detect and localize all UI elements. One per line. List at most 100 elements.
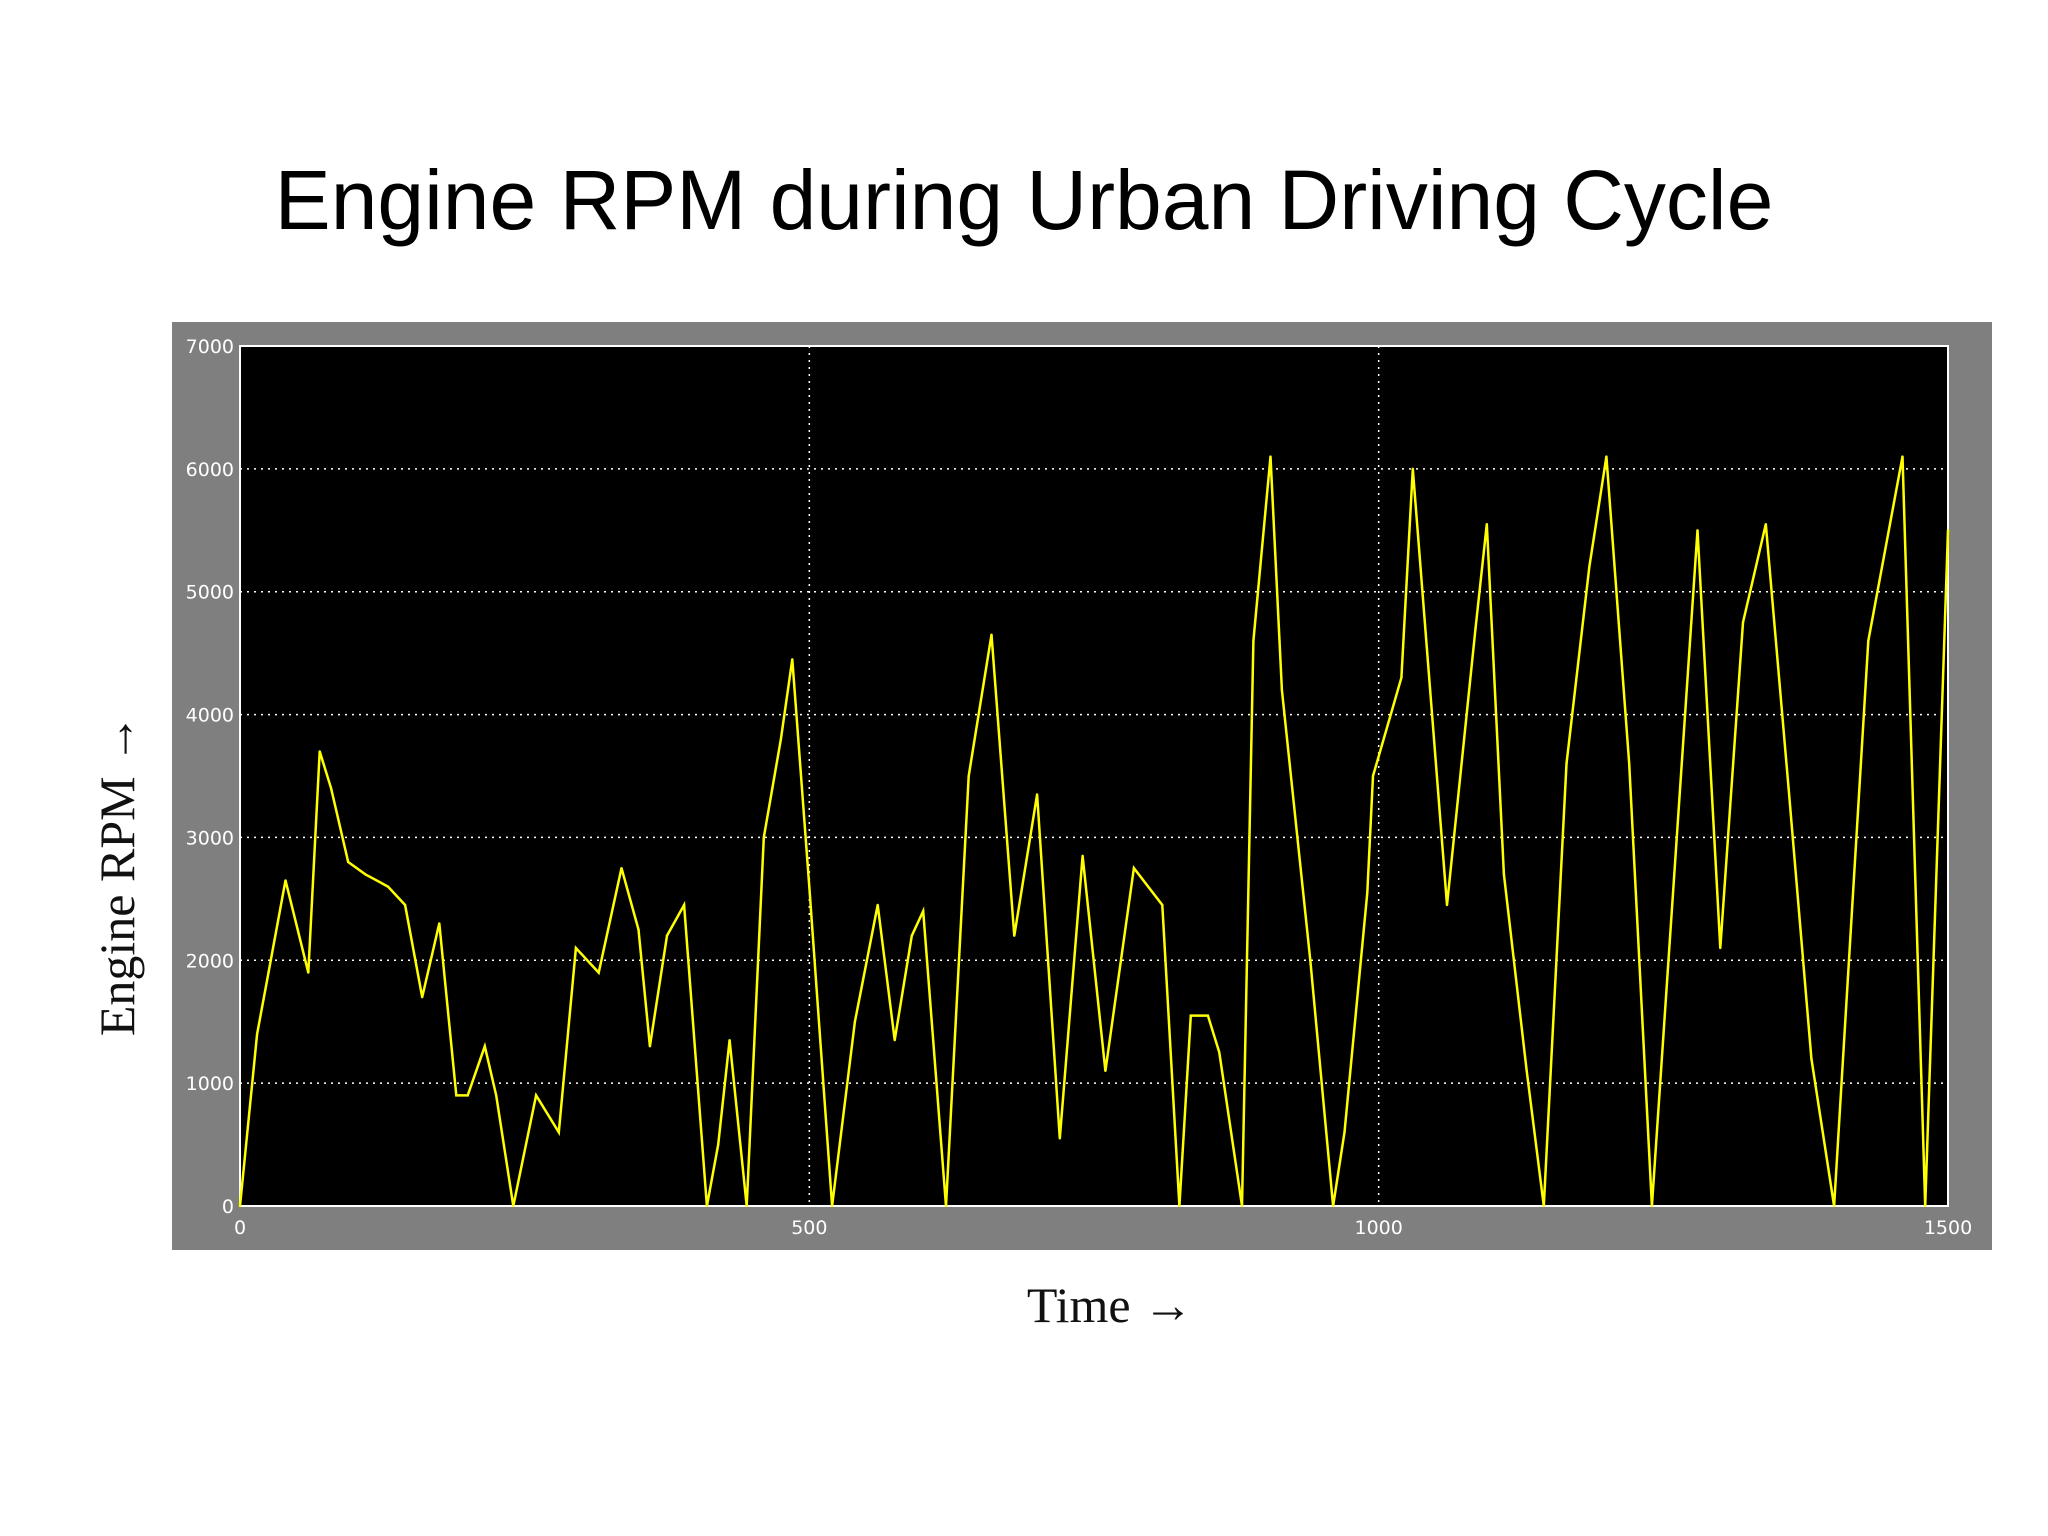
- y-tick-label: 1000: [186, 1073, 234, 1095]
- data-point: [620, 866, 623, 870]
- data-point: [1371, 774, 1375, 778]
- data-point: [1280, 688, 1284, 692]
- data-point: [1252, 639, 1255, 643]
- data-points: [238, 455, 1950, 1208]
- data-point: [853, 1020, 857, 1023]
- data-point: [1946, 529, 1950, 532]
- data-point: [1058, 1137, 1062, 1140]
- data-point: [637, 928, 640, 931]
- data-point: [745, 1204, 748, 1208]
- y-tick-label: 4000: [186, 705, 234, 727]
- data-point: [1411, 467, 1415, 471]
- data-point: [665, 934, 669, 937]
- x-tick-label: 0: [234, 1217, 246, 1239]
- x-tick-label: 500: [791, 1217, 827, 1239]
- plot-area: [240, 346, 1948, 1206]
- data-point: [1696, 529, 1699, 532]
- data-point: [808, 885, 811, 888]
- data-point: [403, 903, 407, 907]
- data-point: [483, 1045, 487, 1048]
- data-point: [1867, 639, 1870, 643]
- data-point: [318, 750, 321, 753]
- x-tick-labels: 0 500 1000 1500: [234, 1217, 1972, 1239]
- y-tick-label: 3000: [186, 827, 234, 849]
- data-point: [791, 658, 794, 661]
- data-point: [1605, 455, 1608, 458]
- x-tick-label: 1500: [1924, 1217, 1972, 1239]
- data-point: [238, 1204, 242, 1208]
- data-point: [1178, 1204, 1181, 1208]
- data-point: [876, 903, 879, 907]
- data-point: [944, 1204, 948, 1208]
- data-point: [1081, 854, 1084, 858]
- x-tick-label: 1000: [1354, 1217, 1402, 1239]
- data-point: [1787, 787, 1790, 790]
- x-axis-label: Time →: [1027, 1277, 1193, 1333]
- y-tick-label: 2000: [186, 950, 234, 972]
- y-tick-labels: 0 1000 2000 3000 4000 5000 6000 7000: [186, 336, 234, 1218]
- data-point: [284, 879, 287, 882]
- data-point: [267, 971, 270, 974]
- y-tick-label: 7000: [186, 336, 234, 358]
- data-point: [779, 737, 783, 741]
- data-point: [364, 873, 367, 876]
- data-point: [466, 1094, 469, 1097]
- data-point: [307, 971, 310, 974]
- data-point: [1445, 903, 1449, 907]
- data-point: [1132, 866, 1136, 870]
- data-point: [1741, 621, 1745, 624]
- data-point: [717, 1143, 720, 1146]
- data-point: [762, 836, 765, 839]
- y-tick-label: 6000: [186, 459, 234, 481]
- plot-border: [239, 345, 1949, 1207]
- data-point: [648, 1045, 652, 1048]
- data-point: [1901, 455, 1904, 458]
- data-point: [597, 971, 600, 974]
- data-point: [1542, 1204, 1545, 1208]
- data-point: [346, 860, 350, 864]
- data-point: [1218, 1051, 1221, 1054]
- data-point: [1525, 1069, 1528, 1073]
- data-point: [386, 885, 390, 888]
- data-point: [1502, 873, 1506, 876]
- data-point: [1309, 959, 1312, 962]
- data-point: [1240, 1204, 1244, 1208]
- data-point: [1588, 565, 1591, 569]
- data-point: [534, 1094, 538, 1097]
- data-point: [1565, 762, 1568, 765]
- data-point: [255, 1032, 259, 1036]
- data-point: [1764, 522, 1768, 526]
- data-point: [1366, 891, 1369, 894]
- data-point: [1673, 866, 1676, 870]
- data-point: [1269, 455, 1272, 458]
- data-point: [1189, 1014, 1192, 1017]
- data-point: [1719, 946, 1722, 950]
- data-point: [1035, 793, 1039, 796]
- data-point: [1650, 1204, 1654, 1208]
- data-point: [455, 1094, 458, 1097]
- data-point: [1400, 676, 1403, 679]
- data-point: [420, 995, 424, 999]
- data-point: [1013, 934, 1016, 937]
- data-point: [1924, 1204, 1927, 1208]
- data-point: [574, 946, 578, 950]
- y-tick-label: 5000: [186, 582, 234, 604]
- data-point: [910, 934, 914, 937]
- data-point: [1832, 1204, 1836, 1208]
- slide-title: Engine RPM during Urban Driving Cycle: [274, 153, 1774, 247]
- data-point: [705, 1204, 709, 1208]
- data-point: [512, 1204, 515, 1208]
- y-axis-label: Engine RPM →: [89, 714, 145, 1036]
- data-point: [438, 922, 441, 925]
- data-point: [557, 1131, 561, 1134]
- data-point: [830, 1204, 834, 1208]
- data-point: [1485, 522, 1489, 526]
- data-point: [682, 903, 686, 907]
- data-point: [728, 1038, 731, 1042]
- data-point: [1161, 903, 1164, 907]
- data-point: [1104, 1069, 1107, 1073]
- data-point: [1343, 1131, 1346, 1134]
- data-point: [990, 633, 993, 636]
- data-point: [1627, 762, 1631, 765]
